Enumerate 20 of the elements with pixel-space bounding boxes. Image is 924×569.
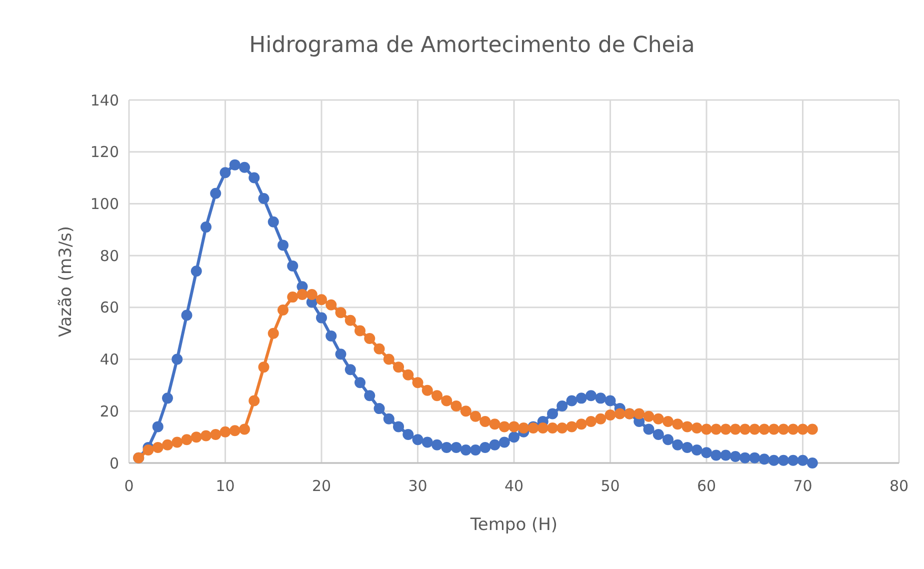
x-tick-label: 80 [889, 477, 909, 495]
y-tick-label: 80 [100, 246, 119, 265]
x-tick-label: 70 [793, 477, 812, 495]
x-tick-label: 0 [124, 477, 134, 495]
y-tick-label: 0 [109, 454, 119, 472]
x-tick-label: 60 [696, 477, 716, 495]
x-tick-label: 40 [504, 477, 524, 495]
x-axis-title: Tempo (H) [469, 515, 558, 535]
y-axis-title: Vazão (m3/s) [56, 226, 76, 338]
x-tick-label: 30 [408, 477, 428, 495]
y-tick-label: 20 [100, 402, 119, 420]
y-tick-label: 140 [90, 91, 119, 110]
x-tick-label: 20 [312, 477, 332, 495]
y-tick-label: 60 [100, 298, 119, 317]
chart-title: Hidrograma de Amortecimento de Cheia [249, 33, 695, 58]
y-tick-label: 40 [100, 350, 119, 369]
y-tick-label: 100 [90, 194, 119, 213]
y-tick-label: 120 [90, 143, 119, 162]
x-tick-label: 50 [600, 477, 620, 495]
x-tick-label: 10 [216, 477, 235, 495]
